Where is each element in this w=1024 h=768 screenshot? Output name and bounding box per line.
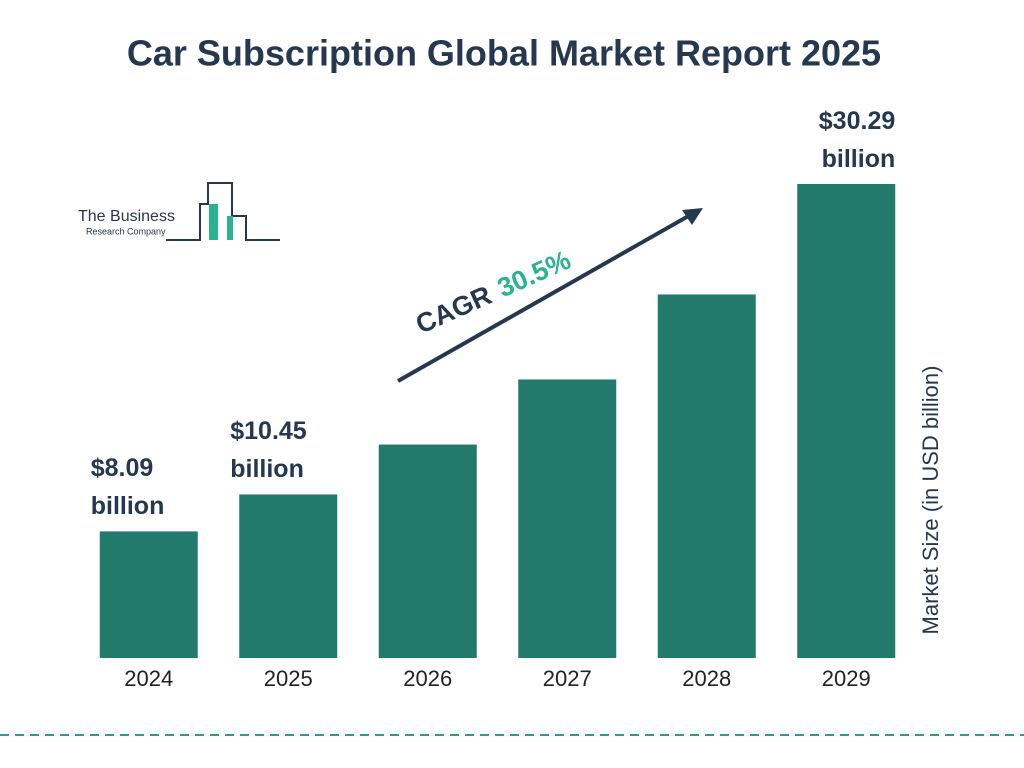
value-label: $30.29 billion — [818, 107, 896, 173]
x-tick-label: 2029 — [822, 666, 871, 691]
x-tick-label: 2028 — [682, 666, 731, 691]
logo-outline — [166, 182, 280, 241]
x-tick-label: 2026 — [403, 666, 452, 691]
cagr-arrowhead — [682, 208, 703, 225]
cagr-arrow — [397, 212, 693, 383]
value-label: $10.45 billion — [230, 417, 307, 484]
x-tick-label: 2025 — [264, 666, 313, 691]
logo-bar — [209, 204, 218, 240]
logo-subtext: Research Company — [86, 226, 166, 236]
bar — [518, 379, 617, 658]
value-label: $8.09 billion — [90, 454, 165, 521]
bar — [239, 494, 338, 658]
logo-text: The Business — [78, 208, 175, 225]
logo-bar — [227, 216, 233, 240]
y-axis-label: Market Size (in USD billion) — [918, 366, 943, 635]
bar — [99, 531, 198, 658]
bar — [657, 294, 756, 658]
cagr-value: 30.5% — [493, 245, 575, 304]
chart-title: Car Subscription Global Market Report 20… — [127, 33, 881, 74]
x-tick-label: 2027 — [543, 666, 592, 691]
bar — [797, 184, 896, 658]
logo: The Business Research Company — [78, 182, 280, 241]
x-tick-label: 2024 — [124, 666, 173, 691]
bar — [378, 444, 477, 658]
